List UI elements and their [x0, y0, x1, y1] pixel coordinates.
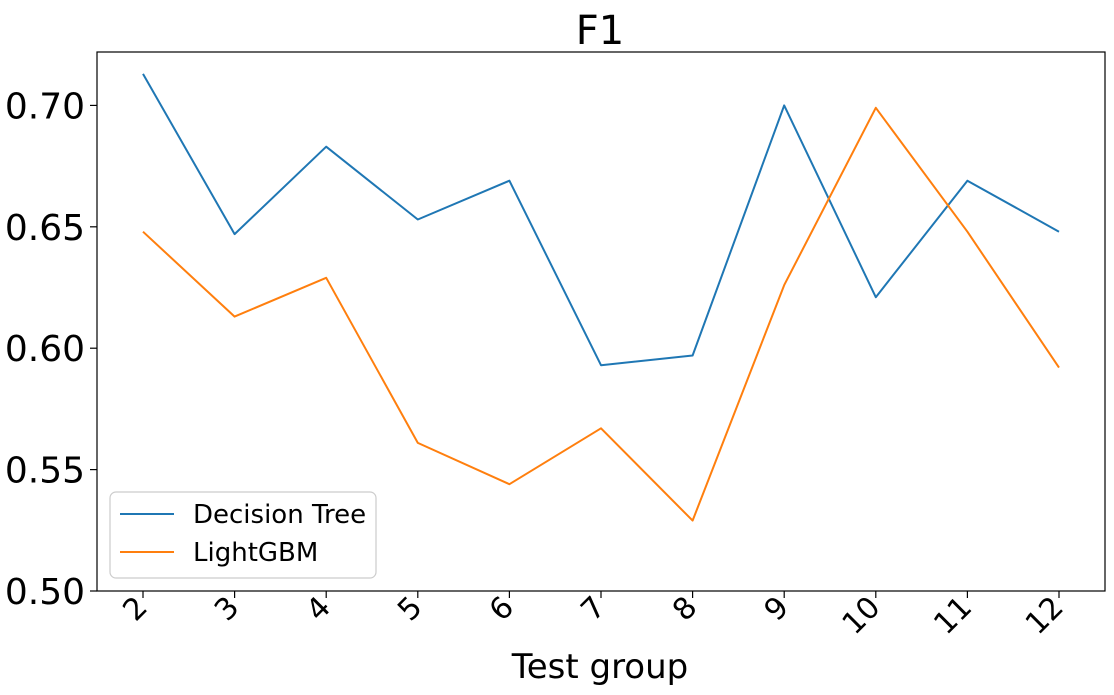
series-line-decision-tree [142, 73, 1060, 367]
x-tick-label: 10 [836, 590, 888, 642]
x-tick-label: 7 [574, 590, 612, 628]
y-tick-label: 0.70 [5, 86, 85, 127]
y-axis: 0.50 0.55 0.60 0.65 0.70 [5, 86, 97, 613]
x-tick-label: 5 [391, 590, 429, 628]
x-tick-label: 6 [483, 590, 521, 628]
x-tick-label: 2 [116, 590, 154, 628]
x-tick-label: 3 [208, 590, 246, 628]
series-line-lightgbm [142, 106, 1060, 522]
y-tick-label: 0.65 [5, 208, 85, 249]
y-tick-label: 0.55 [5, 451, 85, 492]
x-tick-label: 9 [758, 590, 796, 628]
x-tick-label: 12 [1019, 590, 1071, 642]
y-tick-label: 0.60 [5, 329, 85, 370]
y-tick-label: 0.50 [5, 572, 85, 613]
x-tick-label: 8 [666, 590, 704, 628]
x-axis: 2 3 4 5 6 7 8 9 10 11 12 [116, 590, 1070, 642]
x-tick-label: 11 [927, 590, 979, 642]
chart-title: F1 [576, 8, 624, 54]
legend-label-lightgbm: LightGBM [193, 538, 318, 568]
legend-box [109, 491, 377, 579]
legend-label-decision-tree: Decision Tree [193, 500, 366, 530]
x-tick-label: 4 [300, 590, 338, 628]
series-lines [142, 73, 1060, 522]
legend: Decision Tree LightGBM [109, 491, 377, 579]
x-axis-label: Test group [511, 647, 689, 687]
